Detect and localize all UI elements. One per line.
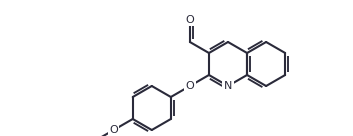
Text: O: O (186, 81, 194, 91)
Text: O: O (109, 125, 118, 135)
Text: O: O (186, 15, 194, 25)
Text: N: N (224, 81, 232, 91)
